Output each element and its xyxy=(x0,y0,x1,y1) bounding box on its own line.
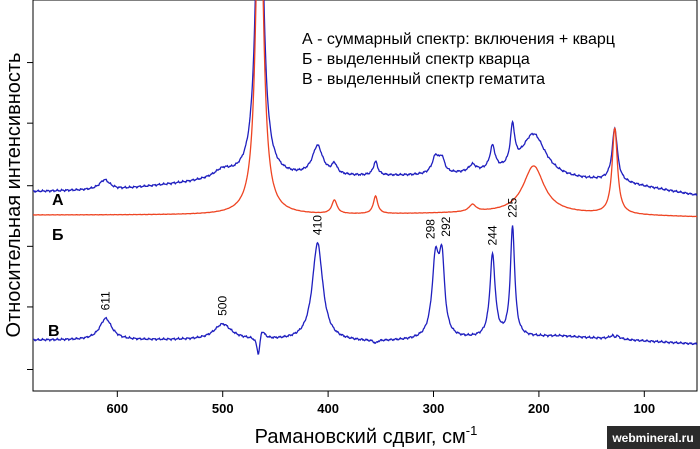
peak-label-298: 298 xyxy=(424,219,438,239)
x-tick-label-100: 100 xyxy=(633,401,655,416)
series-label-3: В xyxy=(48,323,60,340)
peak-label-244: 244 xyxy=(486,225,500,245)
peak-label-292: 292 xyxy=(439,216,453,236)
y-axis-title: Относительная интенсивность xyxy=(3,53,25,338)
peak-label-410: 410 xyxy=(311,215,325,235)
x-axis-title-superscript: -1 xyxy=(466,423,478,438)
watermark-background xyxy=(607,426,700,449)
x-tick-label-400: 400 xyxy=(317,401,339,416)
x-axis-title: Рамановский сдвиг, см-1 xyxy=(255,423,478,448)
legend-entry-b: Б - выделенный спектр кварца xyxy=(302,51,530,68)
legend-entry-v: В - выделенный спектр гематита xyxy=(302,71,545,88)
plot-area-frame xyxy=(32,0,698,392)
annotations: А Б В 611 500 410 298 292 244 225 xyxy=(48,192,520,340)
x-tick-label-200: 200 xyxy=(528,401,550,416)
series-label-1: А xyxy=(52,192,64,209)
x-axis-title-main: Рамановский сдвиг, см xyxy=(255,426,466,448)
x-tick-label-300: 300 xyxy=(423,401,445,416)
x-tick-label-500: 500 xyxy=(212,401,234,416)
spectra-lines xyxy=(32,0,698,355)
peak-label-611: 611 xyxy=(99,291,113,310)
series-label-2: Б xyxy=(52,227,64,244)
peak-label-225: 225 xyxy=(506,197,520,217)
x-tick-label-600: 600 xyxy=(106,401,128,416)
spectrum-line-2 xyxy=(32,0,698,218)
watermark-badge: webmineral.ru xyxy=(607,426,700,449)
spectrum-line-1 xyxy=(32,0,698,196)
peak-label-500: 500 xyxy=(216,296,230,316)
watermark-text: webmineral.ru xyxy=(611,431,693,445)
axis-ticks: 600 500 400 300 200 100 xyxy=(27,62,655,416)
spectrum-line-3 xyxy=(32,225,698,355)
legend-entry-a: А - суммарный спектр: включения + кварц xyxy=(302,31,615,48)
legend: А - суммарный спектр: включения + кварц … xyxy=(302,31,615,88)
